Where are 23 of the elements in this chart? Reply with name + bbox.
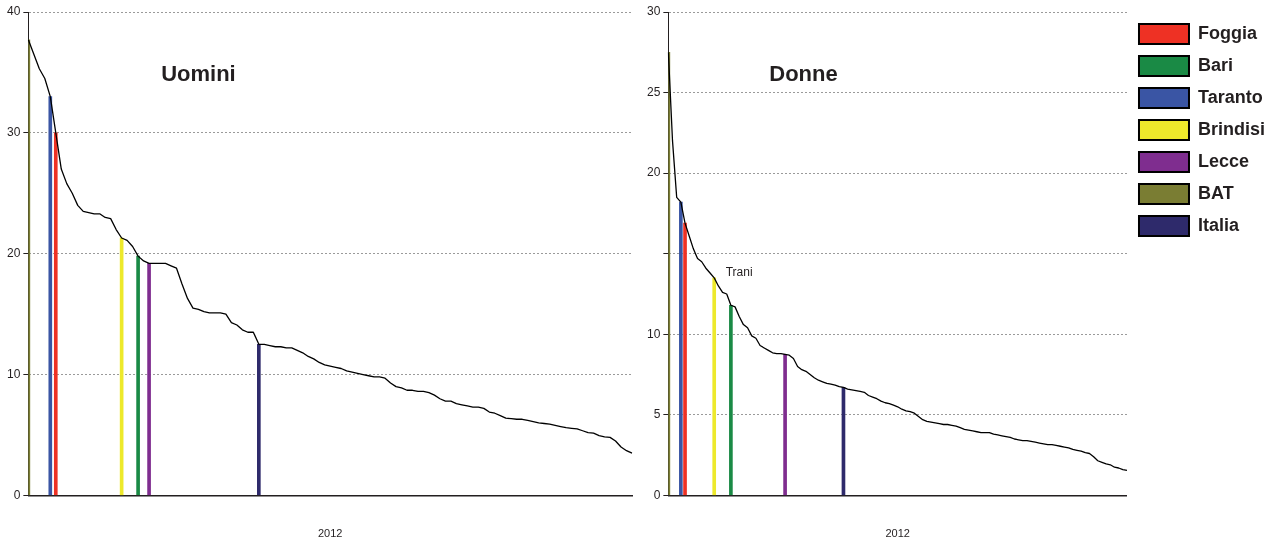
annotation: Trani bbox=[725, 265, 753, 280]
text: Donne bbox=[769, 60, 838, 86]
x-axis-title: 2012 bbox=[885, 527, 910, 540]
y-tick-label: 5 bbox=[653, 407, 661, 422]
y-tick-label: 40 bbox=[6, 4, 21, 19]
y-tick-label: 0 bbox=[13, 487, 21, 502]
legend-label: Taranto bbox=[1197, 86, 1263, 107]
y-tick-label: 10 bbox=[6, 366, 21, 381]
y-tick-label: 25 bbox=[646, 84, 661, 99]
y-tick-label: 10 bbox=[646, 326, 661, 341]
y-tick-label: 20 bbox=[6, 246, 21, 261]
text: Uomini bbox=[161, 60, 236, 86]
legend-label: Brindisi bbox=[1197, 118, 1266, 139]
y-tick-label: 0 bbox=[653, 487, 661, 502]
y-tick-label: 30 bbox=[6, 125, 21, 140]
legend-label: Lecce bbox=[1197, 150, 1250, 171]
y-tick-label: 20 bbox=[646, 165, 661, 180]
legend-label: BAT bbox=[1197, 182, 1234, 203]
legend-label: Bari bbox=[1197, 54, 1234, 75]
legend-label: Italia bbox=[1197, 214, 1240, 235]
legend-label: Foggia bbox=[1197, 22, 1258, 43]
x-axis-title: 2012 bbox=[317, 527, 343, 540]
y-tick-label: 30 bbox=[646, 4, 661, 19]
